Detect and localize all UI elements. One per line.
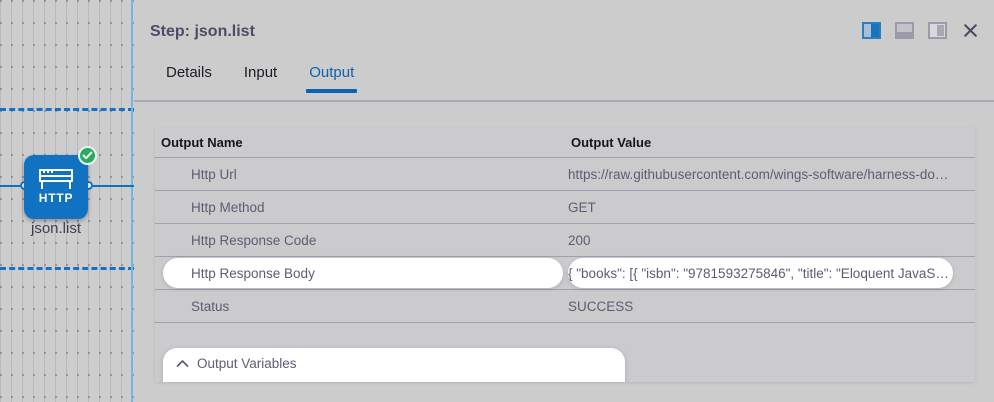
canvas-dashed-guide-bottom (0, 267, 134, 270)
table-row[interactable]: Status SUCCESS (155, 290, 975, 323)
node-edge-in (0, 185, 26, 187)
http-node-type-label: HTTP (38, 191, 74, 205)
table-row-highlighted[interactable]: Http Response Body { "books": [{ "isbn":… (155, 257, 975, 290)
output-variable-row[interactable]: List 460 (163, 379, 625, 382)
tab-input[interactable]: Input (243, 64, 278, 81)
table-row[interactable]: Http Method GET (155, 191, 975, 224)
output-table: Output Name Output Value Http Url https:… (155, 128, 975, 382)
page-title: Step: json.list (150, 23, 255, 40)
panel-tabs: Details Input Output (150, 64, 370, 93)
table-row[interactable]: Http Url https://raw.githubusercontent.c… (155, 158, 975, 191)
cell-output-name: Http Method (191, 199, 265, 215)
cell-output-value: GET (568, 199, 596, 215)
cell-output-name: Http Response Code (191, 232, 317, 248)
pipeline-node-label: json.list (30, 220, 82, 237)
cell-output-value: { "books": [{ "isbn": "9781593275846", "… (568, 265, 956, 281)
column-header-output-value: Output Value (571, 135, 652, 150)
right-panel-icon[interactable] (862, 22, 881, 39)
pipeline-node-json-list[interactable]: HTTP (24, 146, 97, 219)
cell-output-name: Status (191, 298, 230, 314)
window-controls (862, 22, 980, 39)
table-body: Http Url https://raw.githubusercontent.c… (155, 158, 975, 382)
cell-output-name: Http Url (191, 166, 237, 182)
row-highlight-name-pill (163, 258, 563, 288)
success-check-icon (78, 146, 97, 165)
tab-details[interactable]: Details (166, 64, 212, 81)
cell-output-value: SUCCESS (568, 298, 634, 314)
panel-header: Step: json.list Details Input Output (134, 0, 994, 102)
cell-output-name: Http Response Body (191, 265, 315, 281)
tab-divider (134, 100, 994, 102)
pipeline-canvas[interactable]: HTTP json.list (0, 0, 134, 402)
node-edge-out (88, 185, 134, 187)
canvas-dashed-guide-top (0, 108, 134, 111)
table-row[interactable]: Http Response Code 200 (155, 224, 975, 257)
tab-output[interactable]: Output (293, 64, 370, 93)
bottom-panel-icon[interactable] (895, 22, 914, 39)
chevron-up-icon (173, 359, 191, 368)
minimize-panel-icon[interactable] (928, 22, 947, 39)
column-header-output-name: Output Name (161, 135, 243, 150)
canvas-vertical-guide (131, 0, 133, 402)
table-header-row: Output Name Output Value (155, 128, 975, 158)
cell-output-value: https://raw.githubusercontent.com/wings-… (568, 166, 949, 182)
output-variables-card: Output Variables List 460 (163, 348, 625, 382)
http-node-icon (39, 169, 73, 189)
output-variables-toggle[interactable]: Output Variables (163, 348, 625, 379)
close-icon[interactable] (961, 22, 980, 39)
cell-output-value: 200 (568, 232, 591, 248)
output-variables-label: Output Variables (197, 356, 297, 371)
step-detail-panel: Step: json.list Details Input Output (134, 0, 994, 402)
row-highlight-value-pill (568, 258, 953, 288)
